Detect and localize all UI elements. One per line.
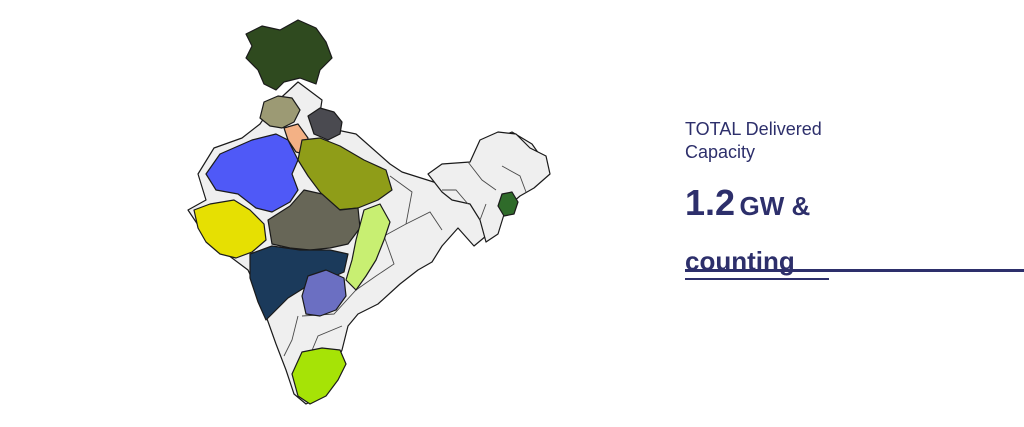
state-manipur (497, 191, 519, 217)
headline-line-2: counting (685, 236, 1015, 291)
capacity-caption: TOTAL Delivered Capacity (685, 118, 885, 164)
capacity-headline: 1.2 GW & counting (685, 178, 1015, 291)
state-uttarakhand (307, 107, 343, 141)
caption-line-1: TOTAL Delivered (685, 119, 822, 139)
headline-line-1: 1.2 GW & (685, 178, 1015, 236)
india-map (180, 14, 560, 414)
divider-long (685, 269, 1024, 272)
capacity-value: 1.2 (685, 182, 736, 223)
state-tamil-nadu (291, 347, 347, 405)
state-chhattisgarh (345, 203, 391, 291)
state-himachal-punjab (259, 95, 301, 129)
state-jammu-kashmir (245, 19, 333, 91)
capacity-stat-panel: TOTAL Delivered Capacity 1.2 GW & counti… (685, 118, 1024, 288)
divider-short (685, 278, 829, 280)
state-telangana (301, 269, 347, 317)
state-uttar-pradesh (297, 137, 393, 211)
capacity-unit: GW & (739, 191, 811, 221)
state-gujarat (193, 199, 267, 259)
state-borders (283, 161, 527, 361)
state-rajasthan (205, 133, 299, 213)
northeast-region (427, 131, 551, 243)
india-map-svg (187, 19, 551, 405)
caption-line-2: Capacity (685, 142, 756, 162)
